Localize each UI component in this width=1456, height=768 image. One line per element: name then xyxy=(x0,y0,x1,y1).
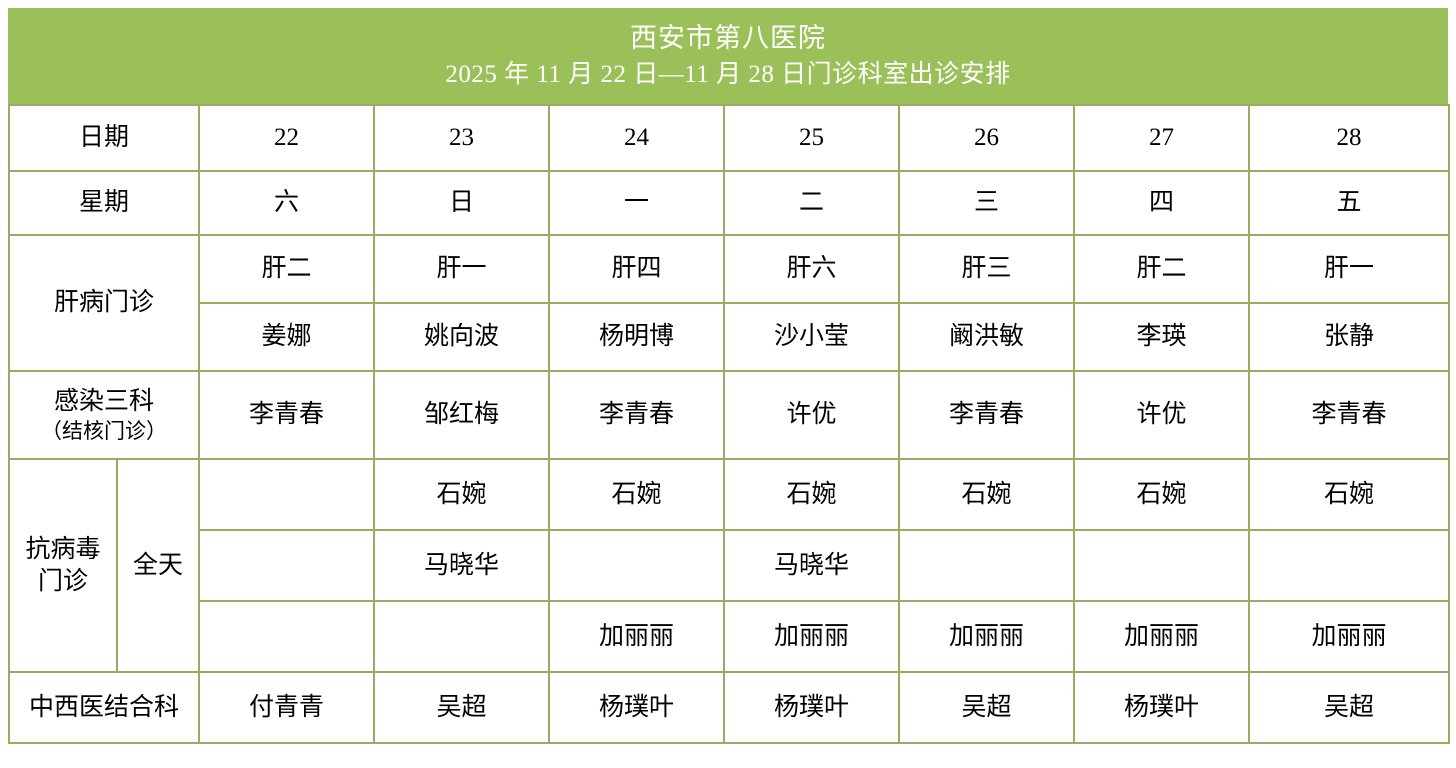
tcm-doctor-6: 吴超 xyxy=(1248,671,1451,744)
liver-room-3: 肝六 xyxy=(723,234,901,304)
dept-label-antiviral: 抗病毒 门诊 xyxy=(8,458,118,673)
infection-doctor-4: 李青春 xyxy=(898,370,1076,460)
antiviral-r3-c5: 加丽丽 xyxy=(1073,600,1251,673)
table-row-liver-rooms: 肝病门诊 肝二 肝一 肝四 肝六 肝三 肝二 肝一 xyxy=(7,234,1451,372)
weekday-cell-3: 二 xyxy=(723,170,901,236)
antiviral-r3-c3: 加丽丽 xyxy=(723,600,901,673)
antiviral-r1-c0 xyxy=(198,458,376,531)
liver-room-1: 肝一 xyxy=(373,234,551,304)
antiviral-r1-c5: 石婉 xyxy=(1073,458,1251,531)
liver-doctor-2: 杨明博 xyxy=(548,302,726,372)
antiviral-r1-c3: 石婉 xyxy=(723,458,901,531)
schedule-subtitle: 2025 年 11 月 22 日—11 月 28 日门诊科室出诊安排 xyxy=(445,61,1011,88)
date-cell-0: 22 xyxy=(198,104,376,172)
dept-label-antiviral-line1: 抗病毒 xyxy=(25,536,101,564)
antiviral-r2-c6 xyxy=(1248,529,1451,602)
infection-doctor-0: 李青春 xyxy=(198,370,376,460)
antiviral-period-label: 全天 xyxy=(115,458,201,673)
table-row-infection: 感染三科 （结核门诊） 李青春 邹红梅 李青春 许优 李青春 许优 李青春 xyxy=(7,370,1451,460)
table-row-antiviral-2: 马晓华 马晓华 xyxy=(9,529,1451,602)
weekday-cell-1: 日 xyxy=(373,170,551,236)
antiviral-r3-c2: 加丽丽 xyxy=(548,600,726,673)
antiviral-r2-c5 xyxy=(1073,529,1251,602)
weekday-cell-5: 四 xyxy=(1073,170,1251,236)
liver-room-4: 肝三 xyxy=(898,234,1076,304)
liver-doctor-5: 李瑛 xyxy=(1073,302,1251,372)
antiviral-r1-c4: 石婉 xyxy=(898,458,1076,531)
liver-room-6: 肝一 xyxy=(1248,234,1451,304)
date-cell-2: 24 xyxy=(548,104,726,172)
antiviral-r2-c1: 马晓华 xyxy=(373,529,551,602)
dept-label-infection-main: 感染三科 xyxy=(54,388,155,416)
antiviral-r3-c4: 加丽丽 xyxy=(898,600,1076,673)
liver-room-2: 肝四 xyxy=(548,234,726,304)
antiviral-r2-c3: 马晓华 xyxy=(723,529,901,602)
hospital-title: 西安市第八医院 xyxy=(630,23,826,53)
date-cell-4: 26 xyxy=(898,104,1076,172)
tcm-doctor-1: 吴超 xyxy=(373,671,551,744)
antiviral-r3-c1 xyxy=(373,600,551,673)
liver-room-5: 肝二 xyxy=(1073,234,1251,304)
table-row-dates: 日期 22 23 24 25 26 27 28 xyxy=(7,104,1451,172)
liver-doctor-6: 张静 xyxy=(1248,302,1451,372)
dept-label-infection-sub: （结核门诊） xyxy=(41,418,167,443)
date-cell-1: 23 xyxy=(373,104,551,172)
liver-doctor-4: 阚洪敏 xyxy=(898,302,1076,372)
table-row-weekdays: 星期 六 日 一 二 三 四 五 xyxy=(7,170,1451,236)
infection-doctor-5: 许优 xyxy=(1073,370,1251,460)
infection-doctor-2: 李青春 xyxy=(548,370,726,460)
date-cell-6: 28 xyxy=(1248,104,1451,172)
tcm-doctor-0: 付青青 xyxy=(198,671,376,744)
weekday-cell-6: 五 xyxy=(1248,170,1451,236)
date-cell-3: 25 xyxy=(723,104,901,172)
antiviral-r1-c2: 石婉 xyxy=(548,458,726,531)
liver-room-0: 肝二 xyxy=(198,234,376,304)
table-row-tcm: 中西医结合科 付青青 吴超 杨璞叶 杨璞叶 吴超 杨璞叶 吴超 xyxy=(7,671,1451,744)
tcm-doctor-4: 吴超 xyxy=(898,671,1076,744)
table-row-antiviral-3: 加丽丽 加丽丽 加丽丽 加丽丽 加丽丽 xyxy=(9,600,1451,673)
infection-doctor-1: 邹红梅 xyxy=(373,370,551,460)
schedule-table: 日期 22 23 24 25 26 27 28 星期 六 日 一 二 三 四 五 xyxy=(7,104,1451,744)
antiviral-r3-c0 xyxy=(198,600,376,673)
antiviral-r2-c0 xyxy=(198,529,376,602)
weekday-cell-4: 三 xyxy=(898,170,1076,236)
weekday-cell-2: 一 xyxy=(548,170,726,236)
antiviral-r1-c6: 石婉 xyxy=(1248,458,1451,531)
antiviral-r2-c2 xyxy=(548,529,726,602)
antiviral-r1-c1: 石婉 xyxy=(373,458,551,531)
antiviral-r2-c4 xyxy=(898,529,1076,602)
date-cell-5: 27 xyxy=(1073,104,1251,172)
liver-doctor-3: 沙小莹 xyxy=(723,302,901,372)
dept-label-liver: 肝病门诊 xyxy=(7,234,201,372)
table-row-liver-doctors: 姜娜 姚向波 杨明博 沙小莹 阚洪敏 李瑛 张静 xyxy=(9,302,1451,372)
tcm-doctor-5: 杨璞叶 xyxy=(1073,671,1251,744)
dept-label-tcm: 中西医结合科 xyxy=(7,671,201,744)
dept-label-antiviral-line2: 门诊 xyxy=(37,567,88,595)
weekday-cell-0: 六 xyxy=(198,170,376,236)
tcm-doctor-3: 杨璞叶 xyxy=(723,671,901,744)
table-row-antiviral-1: 抗病毒 门诊 全天 石婉 石婉 石婉 石婉 石婉 石婉 xyxy=(8,458,1451,673)
infection-doctor-3: 许优 xyxy=(723,370,901,460)
week-row-label: 星期 xyxy=(7,170,201,236)
date-row-label: 日期 xyxy=(7,104,201,172)
liver-doctor-0: 姜娜 xyxy=(198,302,376,372)
dept-label-infection: 感染三科 （结核门诊） xyxy=(7,370,201,460)
antiviral-r3-c6: 加丽丽 xyxy=(1248,600,1451,673)
infection-doctor-6: 李青春 xyxy=(1248,370,1451,460)
page-banner: 西安市第八医院 2025 年 11 月 22 日—11 月 28 日门诊科室出诊… xyxy=(8,8,1448,104)
liver-doctor-1: 姚向波 xyxy=(373,302,551,372)
tcm-doctor-2: 杨璞叶 xyxy=(548,671,726,744)
